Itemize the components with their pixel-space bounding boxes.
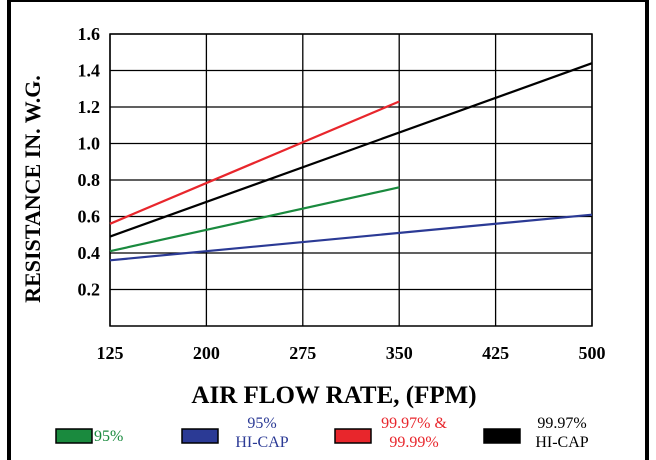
y-tick-label: 0.6 (78, 207, 101, 227)
y-tick-labels: 0.2 0.4 0.6 0.8 1.0 1.2 1.4 1.6 (78, 24, 101, 300)
series-line-3 (109, 100, 400, 225)
legend-swatch (483, 428, 521, 444)
y-tick-label: 1.0 (78, 134, 101, 154)
x-tick-labels: 125 200 275 350 425 500 (97, 343, 606, 363)
legend-swatch (334, 428, 372, 444)
series-line-4 (109, 62, 593, 238)
y-tick-label: 0.2 (78, 280, 101, 300)
series-line-1 (109, 186, 400, 253)
legend-label: HI-CAP (235, 434, 288, 451)
x-tick-label: 200 (193, 343, 220, 363)
y-tick-label: 0.8 (78, 170, 101, 190)
x-tick-label: 125 (97, 343, 124, 363)
y-tick-label: 1.6 (78, 24, 101, 44)
x-tick-label: 275 (289, 343, 316, 363)
y-tick-label: 0.4 (78, 243, 101, 263)
legend-label: 99.99% (389, 434, 438, 451)
x-tick-label: 500 (579, 343, 606, 363)
grid-lines (109, 33, 593, 326)
legend: 95% 95% HI-CAP 99.97% & 99.99% 99.97% HI-CAP (55, 415, 589, 451)
chart-frame (7, 0, 649, 460)
legend-label: 99.97% & (381, 415, 447, 432)
legend-swatch (181, 428, 219, 444)
x-axis-title: AIR FLOW RATE, (FPM) (191, 382, 476, 409)
legend-label: 99.97% (537, 415, 586, 432)
y-tick-label: 1.2 (78, 97, 101, 117)
series-lines (109, 62, 593, 262)
series-line-2 (109, 213, 593, 262)
legend-label: 95% (247, 415, 276, 432)
legend-label: 95% (94, 428, 123, 445)
legend-label: HI-CAP (535, 434, 588, 451)
y-tick-label: 1.4 (78, 61, 101, 81)
y-axis-title: RESISTANCE IN. W.G. (20, 75, 45, 303)
x-tick-label: 350 (386, 343, 413, 363)
legend-swatch (55, 428, 93, 444)
x-tick-label: 425 (482, 343, 509, 363)
